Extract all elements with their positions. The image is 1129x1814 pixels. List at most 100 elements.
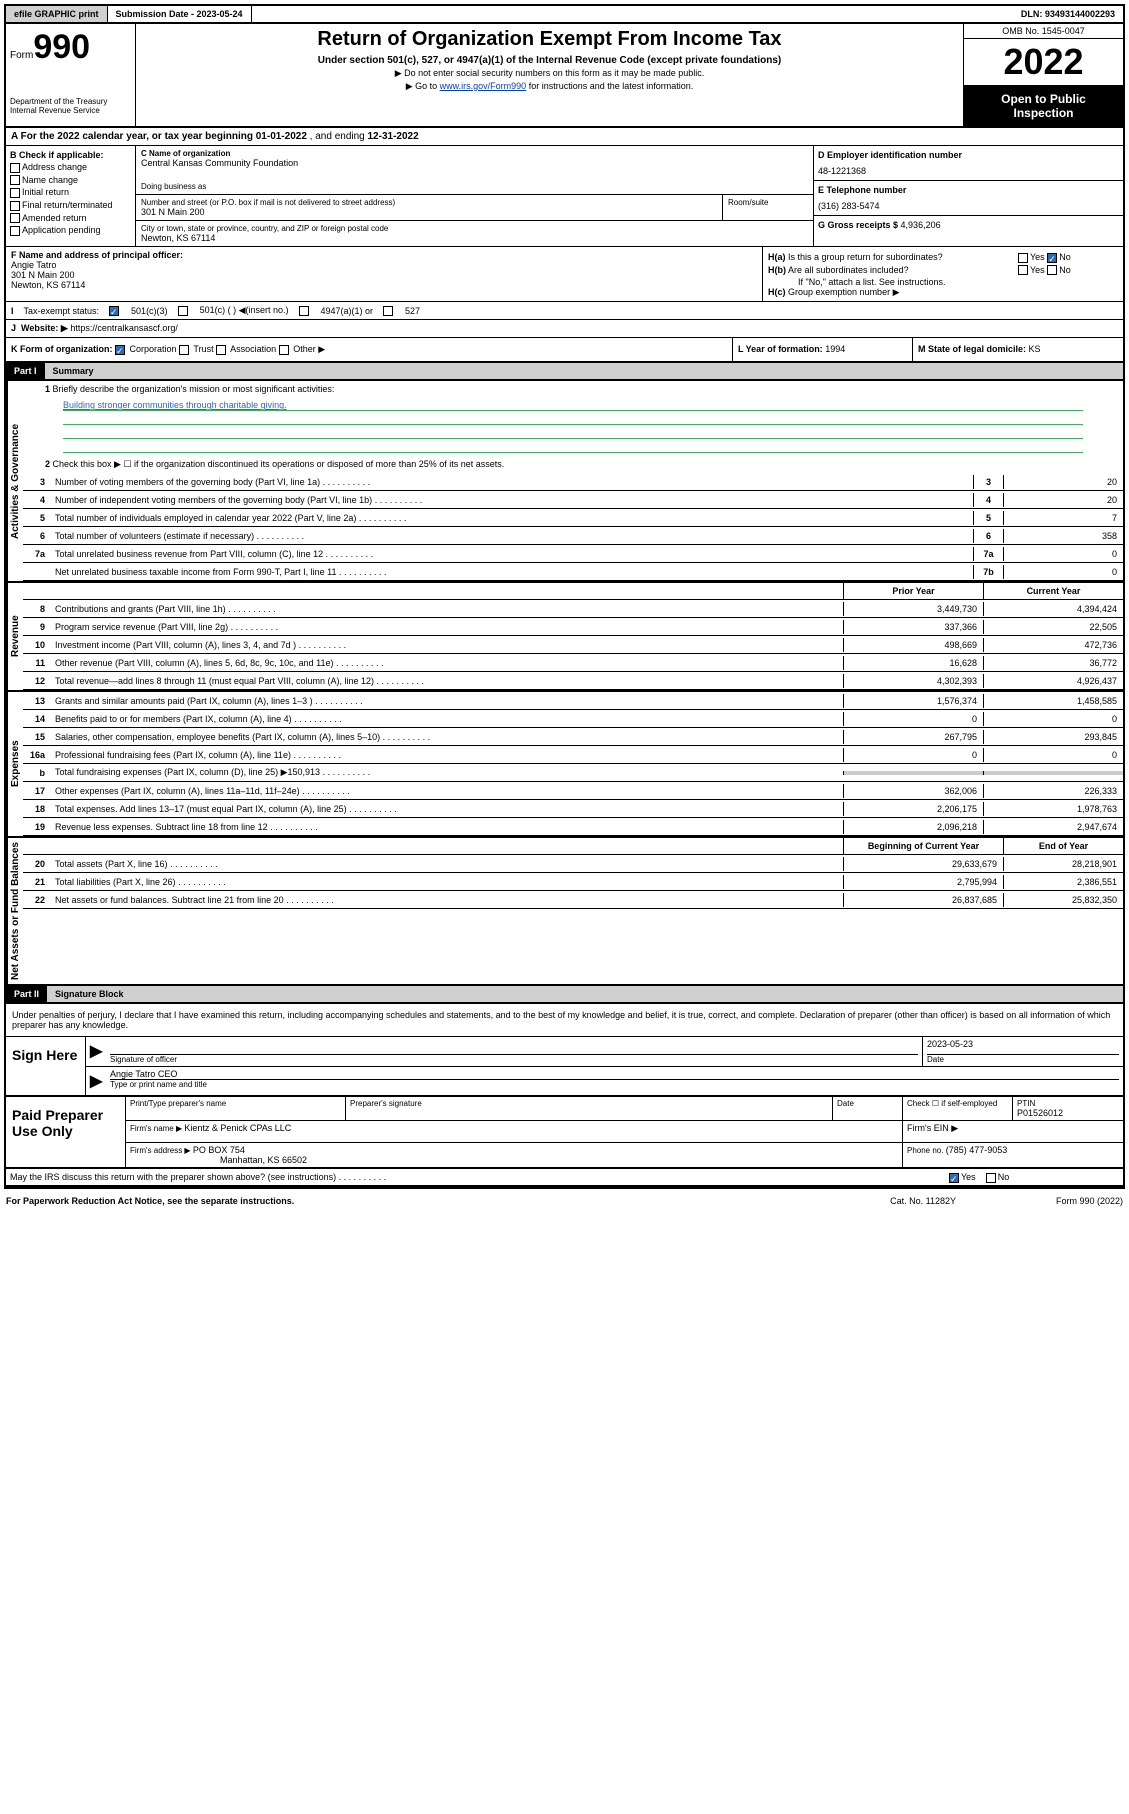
firm-phone-label: Phone no.	[907, 1146, 946, 1155]
chk-application-pending[interactable]: Application pending	[10, 225, 131, 236]
part2-header: Part II Signature Block	[6, 986, 1123, 1004]
chk-initial-return[interactable]: Initial return	[10, 187, 131, 198]
q2-label: Check this box ▶ ☐ if the organization d…	[53, 459, 505, 469]
tel-label: E Telephone number	[818, 185, 1119, 195]
chk-corporation[interactable]: ✓	[115, 345, 125, 355]
chk-527[interactable]	[383, 306, 393, 316]
may-irs-no-checkbox[interactable]	[986, 1173, 996, 1183]
opt-501c: 501(c) ( ) ◀(insert no.)	[200, 305, 289, 316]
addr-label: Number and street (or P.O. box if mail i…	[141, 198, 717, 207]
hc-label: Group exemption number ▶	[788, 287, 899, 297]
irs-link[interactable]: www.irs.gov/Form990	[440, 81, 527, 91]
chk-lbl: Application pending	[22, 225, 101, 235]
footer-right: Form 990 (2022)	[1056, 1196, 1123, 1206]
officer-name: Angie Tatro	[11, 260, 757, 270]
footer: For Paperwork Reduction Act Notice, see …	[0, 1193, 1129, 1209]
form-number: 990	[33, 28, 90, 66]
title-box: Return of Organization Exempt From Incom…	[136, 24, 963, 126]
principal-officer: F Name and address of principal officer:…	[6, 247, 763, 301]
form-org-label: K Form of organization:	[11, 344, 113, 354]
chk-final-return[interactable]: Final return/terminated	[10, 200, 131, 211]
footer-left: For Paperwork Reduction Act Notice, see …	[6, 1196, 890, 1206]
city-value: Newton, KS 67114	[141, 233, 808, 243]
dln: DLN: 93493144002293	[1013, 6, 1123, 22]
chk-amended-return[interactable]: Amended return	[10, 213, 131, 224]
financial-line: 16aProfessional fundraising fees (Part I…	[23, 746, 1123, 764]
opt-assoc: Association	[230, 344, 276, 354]
state-domicile: KS	[1029, 344, 1041, 354]
opt-corp: Corporation	[130, 344, 177, 354]
chk-association[interactable]	[216, 345, 226, 355]
opt-other: Other ▶	[293, 344, 325, 354]
tax-exempt-label: Tax-exempt status:	[24, 306, 100, 316]
hb-no-checkbox[interactable]	[1047, 265, 1057, 275]
efile-print-button[interactable]: efile GRAPHIC print	[6, 6, 108, 22]
chk-501c3[interactable]: ✓	[109, 306, 119, 316]
calendar-year: A For the 2022 calendar year, or tax yea…	[6, 128, 424, 145]
part2-label: Part II	[6, 986, 47, 1002]
gross-box: G Gross receipts $ 4,936,206	[814, 216, 1123, 234]
col-end-year: End of Year	[1003, 838, 1123, 854]
chk-4947[interactable]	[299, 306, 309, 316]
col-begin-year: Beginning of Current Year	[843, 838, 1003, 854]
ptin-value: P01526012	[1017, 1108, 1119, 1118]
financial-line: 10Investment income (Part VIII, column (…	[23, 636, 1123, 654]
financial-line: 8Contributions and grants (Part VIII, li…	[23, 600, 1123, 618]
prep-date-label: Date	[837, 1099, 898, 1108]
q1-label: Briefly describe the organization's miss…	[53, 384, 335, 394]
b-header: B Check if applicable:	[10, 150, 131, 160]
prep-check-label: Check ☐ if self-employed	[903, 1097, 1013, 1120]
ha-no-checkbox[interactable]: ✓	[1047, 253, 1057, 263]
row-j: J Website: ▶ https://centralkansascf.org…	[6, 320, 1123, 338]
submission-date: Submission Date - 2023-05-24	[108, 6, 252, 22]
tab-net-assets: Net Assets or Fund Balances	[6, 838, 23, 984]
financial-line: 21Total liabilities (Part X, line 26)2,7…	[23, 873, 1123, 891]
ein-box: D Employer identification number 48-1221…	[814, 146, 1123, 181]
financial-line: 15Salaries, other compensation, employee…	[23, 728, 1123, 746]
sign-here-row: Sign Here ▶ Signature of officer 2023-05…	[6, 1037, 1123, 1097]
instr-2: ▶ Go to www.irs.gov/Form990 for instruct…	[140, 81, 959, 92]
firm-addr1: PO BOX 754	[193, 1145, 245, 1155]
org-name: Central Kansas Community Foundation	[141, 158, 808, 168]
tab-revenue: Revenue	[6, 583, 23, 690]
no-lbl: No	[1059, 265, 1071, 275]
col-current-year: Current Year	[983, 583, 1123, 599]
chk-name-change[interactable]: Name change	[10, 175, 131, 186]
hb-yes-checkbox[interactable]	[1018, 265, 1028, 275]
net-assets-section: Net Assets or Fund Balances Beginning of…	[6, 838, 1123, 986]
open-to-public: Open to Public Inspection	[964, 86, 1123, 126]
tel-value: (316) 283-5474	[818, 201, 1119, 211]
firm-name: Kientz & Penick CPAs LLC	[184, 1123, 291, 1133]
may-irs-discuss: May the IRS discuss this return with the…	[6, 1169, 1123, 1187]
form-number-box: Form990 Department of the Treasury Inter…	[6, 24, 136, 126]
opt-501c3: 501(c)(3)	[131, 306, 168, 316]
mission-text: Building stronger communities through ch…	[63, 400, 1083, 411]
chk-trust[interactable]	[179, 345, 189, 355]
row-a-begin: 01-01-2022	[256, 131, 307, 142]
officer-printed-name: Angie Tatro CEO	[110, 1069, 1119, 1080]
chk-501c[interactable]	[178, 306, 188, 316]
chk-lbl: Address change	[22, 162, 87, 172]
topbar: efile GRAPHIC print Submission Date - 20…	[6, 6, 1123, 24]
yes-lbl: Yes	[1030, 265, 1045, 275]
may-irs-yes-checkbox[interactable]: ✓	[949, 1173, 959, 1183]
financial-line: 19Revenue less expenses. Subtract line 1…	[23, 818, 1123, 836]
ha-yes-checkbox[interactable]	[1018, 253, 1028, 263]
revenue-section: Revenue Prior Year Current Year 8Contrib…	[6, 583, 1123, 692]
summary-line: 5Total number of individuals employed in…	[23, 509, 1123, 527]
col-de: D Employer identification number 48-1221…	[813, 146, 1123, 246]
financial-line: 20Total assets (Part X, line 16)29,633,6…	[23, 855, 1123, 873]
chk-lbl: Initial return	[22, 187, 69, 197]
officer-type-label: Type or print name and title	[110, 1080, 1119, 1089]
summary-line: Net unrelated business taxable income fr…	[23, 563, 1123, 581]
tab-activities-governance: Activities & Governance	[6, 381, 23, 581]
financial-line: 13Grants and similar amounts paid (Part …	[23, 692, 1123, 710]
chk-other[interactable]	[279, 345, 289, 355]
addr-street: 301 N Main 200	[141, 207, 717, 217]
firm-ein-label: Firm's EIN ▶	[903, 1121, 1123, 1142]
chk-address-change[interactable]: Address change	[10, 162, 131, 173]
dept-treasury: Department of the Treasury Internal Reve…	[10, 97, 131, 115]
officer-addr2: Newton, KS 67114	[11, 280, 757, 290]
chk-lbl: Name change	[22, 175, 78, 185]
ein-label: D Employer identification number	[818, 150, 1119, 160]
